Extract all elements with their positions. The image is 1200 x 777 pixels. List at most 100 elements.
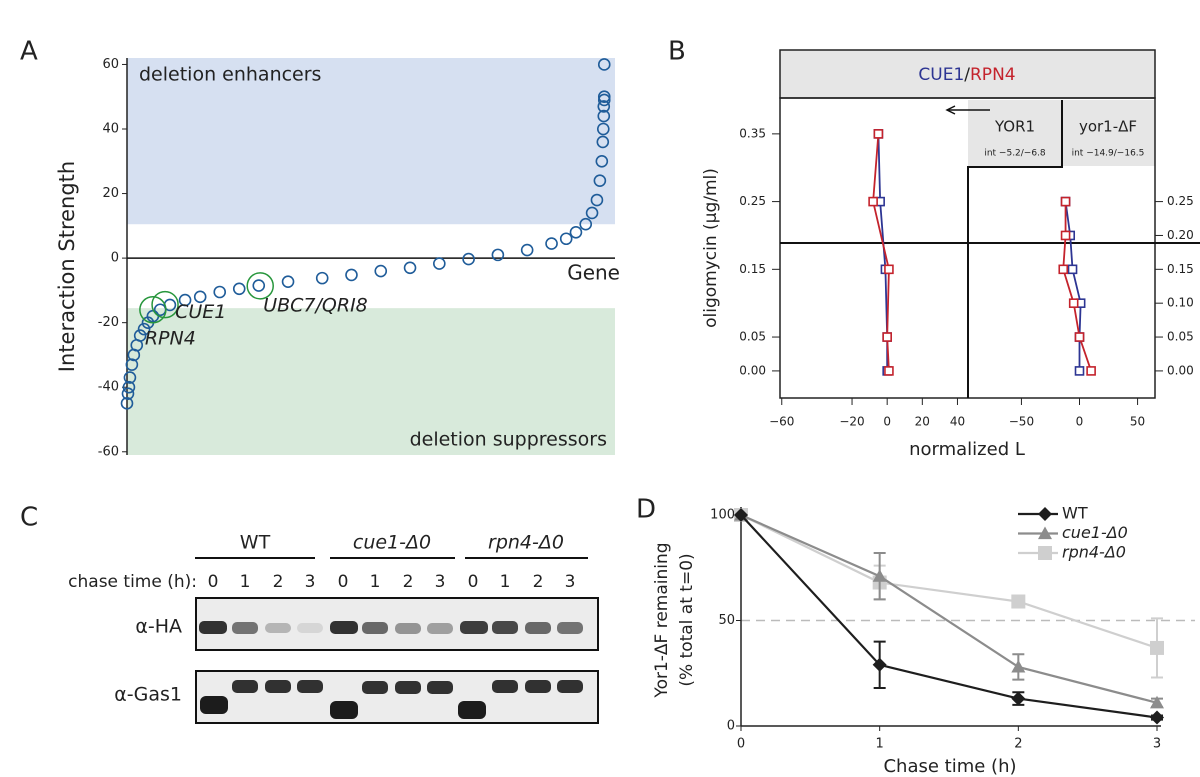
blot-band — [525, 680, 551, 693]
region — [127, 308, 615, 455]
header-box — [779, 49, 1156, 99]
x-tick-label: −50 — [1009, 415, 1034, 429]
y-tick-label: -60 — [98, 444, 119, 459]
arrow-head — [945, 105, 956, 115]
blot-band — [330, 701, 358, 719]
data-point — [597, 90, 611, 104]
x-axis-label: Gene — [567, 261, 620, 285]
data-point — [872, 569, 887, 582]
highlight-label: CUE1 — [175, 301, 226, 323]
region-label: deletion enhancers — [139, 64, 321, 86]
blot-panel — [195, 670, 599, 724]
legend-label: WT — [1062, 504, 1088, 523]
data-point — [545, 237, 558, 250]
x-tick-label: 0 — [737, 737, 745, 752]
data-point — [178, 293, 192, 307]
y-tick-label: 0 — [111, 251, 119, 266]
blot-band — [557, 680, 583, 693]
legend-marker — [1038, 507, 1052, 521]
blot-band — [525, 622, 551, 634]
data-point — [1074, 366, 1085, 376]
data-point — [596, 135, 610, 149]
separator: / — [964, 65, 970, 85]
y-tick-label: -20 — [98, 315, 119, 330]
data-point — [281, 275, 295, 288]
data-point — [596, 122, 610, 136]
y-tick-label: 50 — [718, 613, 735, 628]
panel-label: D — [636, 495, 656, 525]
lane-label: 2 — [273, 572, 284, 592]
blot-band — [362, 622, 388, 634]
y-tick-label: 0.20 — [1167, 228, 1194, 242]
x-tick-label: 3 — [1153, 737, 1161, 752]
data-point — [403, 261, 417, 275]
y-axis-label: Yor1-ΔF remaining — [652, 542, 672, 698]
data-point — [559, 232, 573, 246]
blot-band — [492, 680, 518, 693]
x-tick-label: 50 — [1130, 415, 1145, 429]
data-point — [1068, 298, 1079, 308]
data-point — [590, 193, 604, 207]
facet-subtitle: int −5.2/−6.8 — [984, 149, 1046, 159]
panel-label: A — [20, 37, 38, 67]
data-point — [1011, 691, 1026, 706]
data-point — [884, 366, 894, 376]
x-tick-label: 40 — [950, 415, 965, 429]
lane-label: 0 — [338, 572, 349, 592]
lane-label: 0 — [208, 572, 219, 592]
lane-label: 3 — [435, 572, 446, 592]
series-line — [1062, 201, 1092, 372]
x-tick-label: −60 — [769, 415, 794, 429]
data-point — [1150, 640, 1164, 655]
data-point — [193, 290, 207, 304]
data-point — [1074, 332, 1085, 342]
data-point — [374, 264, 388, 278]
blot-band — [395, 681, 421, 694]
facet-divider — [967, 100, 1063, 398]
y-tick-label: 0.15 — [1167, 262, 1194, 276]
x-tick-label: 1 — [876, 737, 884, 752]
x-tick-label: 20 — [915, 415, 930, 429]
y-tick-label: 0.25 — [739, 194, 766, 208]
series-line — [740, 514, 1158, 719]
y-axis-label: oligomycin (μg/ml) — [701, 168, 721, 328]
data-point — [882, 332, 892, 342]
y-axis-label: Interaction Strength — [55, 161, 79, 372]
data-point — [1060, 196, 1071, 207]
series-line — [740, 513, 1158, 704]
lane-label: 0 — [468, 572, 479, 592]
highlight-circle — [151, 290, 179, 319]
row-label: α-Gas1 — [114, 684, 182, 706]
y-tick-label: 0.05 — [739, 330, 766, 344]
data-point — [585, 206, 599, 220]
data-point — [1060, 230, 1071, 241]
y-tick-label: 40 — [102, 122, 119, 137]
data-point — [734, 508, 748, 522]
panel-label: B — [668, 37, 686, 67]
data-point — [597, 93, 611, 107]
facet-subtitle: int −14.9/−16.5 — [1072, 149, 1145, 159]
legend-entry: CUE1 — [918, 65, 964, 85]
data-point — [123, 371, 137, 384]
series-line — [740, 514, 1158, 649]
facet-strip — [1062, 100, 1155, 166]
data-point — [213, 285, 227, 299]
data-point — [232, 282, 246, 296]
data-point — [884, 264, 894, 275]
blot-band — [200, 696, 228, 714]
facet-header: CUE1/RPN4 — [918, 65, 1015, 85]
data-point — [569, 225, 583, 239]
row-label: α-HA — [135, 616, 182, 638]
y-tick-label: 60 — [102, 57, 119, 72]
data-point — [491, 248, 505, 262]
blot-band — [232, 622, 258, 634]
blot-band — [557, 622, 583, 634]
blot-band — [232, 680, 258, 693]
lane-label: 3 — [565, 572, 576, 592]
group-label: rpn4-Δ0 — [488, 532, 564, 554]
data-point — [872, 657, 887, 672]
legend-entry: RPN4 — [970, 65, 1016, 85]
data-point — [433, 257, 446, 270]
lane-label: 1 — [370, 572, 381, 592]
